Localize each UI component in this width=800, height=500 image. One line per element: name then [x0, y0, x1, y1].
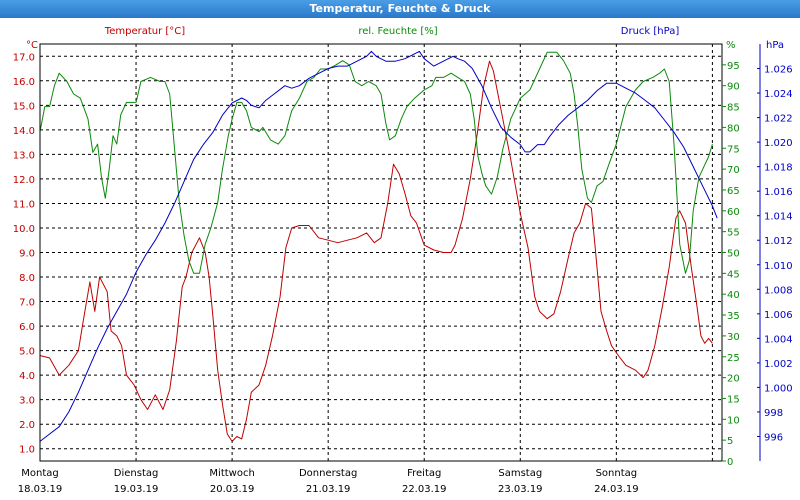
humidity-tick-label: 10 — [727, 415, 740, 426]
temperature-tick-label: 10.0 — [13, 224, 35, 235]
pressure-unit: hPa — [766, 40, 784, 51]
humidity-tick-label: 95 — [727, 61, 740, 72]
temperature-tick-label: 16.0 — [13, 77, 35, 88]
temperature-tick-label: 13.0 — [13, 150, 35, 161]
humidity-tick-label: 80 — [727, 123, 740, 134]
temperature-tick-label: 15.0 — [13, 101, 35, 112]
temperature-line — [39, 60, 713, 442]
temperature-tick-label: 6.0 — [19, 322, 35, 333]
temperature-tick-label: 11.0 — [13, 199, 35, 210]
x-tick-date-label: 18.03.19 — [18, 484, 63, 495]
humidity-tick-label: 0 — [727, 457, 733, 468]
humidity-tick-label: 90 — [727, 82, 740, 93]
humidity-tick-label: 45 — [727, 269, 740, 280]
x-tick-date-label: 19.03.19 — [114, 484, 159, 495]
pressure-tick-label: 1.016 — [764, 187, 793, 198]
pressure-tick-label: 1.014 — [764, 212, 793, 223]
x-tick-day-label: Donnerstag — [299, 468, 357, 479]
pressure-tick-label: 1.008 — [764, 285, 793, 296]
pressure-tick-label: 1.022 — [764, 114, 793, 125]
humidity-tick-label: 5 — [727, 436, 733, 447]
temperature-tick-label: 12.0 — [13, 175, 35, 186]
humidity-tick-label: 25 — [727, 353, 740, 364]
grid — [40, 44, 722, 461]
x-tick-day-label: Montag — [21, 468, 58, 479]
humidity-tick-label: 60 — [727, 207, 740, 218]
pressure-tick-label: 1.010 — [764, 261, 793, 272]
pressure-axis-label: Druck [hPa] — [621, 26, 680, 37]
x-tick-date-label: 20.03.19 — [210, 484, 255, 495]
humidity-tick-label: 85 — [727, 103, 740, 114]
temperature-axis-label: Temperatur [°C] — [104, 26, 185, 37]
temperature-unit: °C — [26, 40, 38, 51]
x-tick-date-label: 24.03.19 — [594, 484, 639, 495]
pressure-tick-label: 1.026 — [764, 65, 793, 76]
temperature-tick-label: 7.0 — [19, 298, 35, 309]
humidity-line — [39, 51, 713, 274]
temperature-tick-label: 9.0 — [19, 249, 35, 260]
humidity-tick-label: 40 — [727, 290, 740, 301]
humidity-tick-label: 70 — [727, 165, 740, 176]
humidity-tick-label: 35 — [727, 311, 740, 322]
x-tick-day-label: Sonntag — [596, 468, 638, 479]
pressure-tick-label: 1.004 — [764, 334, 793, 345]
humidity-tick-label: 15 — [727, 394, 740, 405]
humidity-axis-label: rel. Feuchte [%] — [358, 26, 437, 37]
x-tick-day-label: Dienstag — [114, 468, 159, 479]
temperature-tick-label: 2.0 — [19, 420, 35, 431]
humidity-unit: % — [726, 40, 736, 51]
pressure-tick-label: 998 — [764, 408, 783, 419]
chart-canvas: Temperatur [°C] rel. Feuchte [%] Druck [… — [13, 26, 793, 495]
axes: Temperatur [°C] rel. Feuchte [%] Druck [… — [13, 26, 793, 495]
pressure-tick-label: 996 — [764, 432, 783, 443]
x-tick-day-label: Samstag — [498, 468, 542, 479]
humidity-tick-label: 30 — [727, 332, 740, 343]
pressure-tick-label: 1.012 — [764, 236, 793, 247]
temperature-tick-label: 8.0 — [19, 273, 35, 284]
humidity-tick-label: 55 — [727, 228, 740, 239]
x-tick-day-label: Mittwoch — [209, 468, 254, 479]
pressure-tick-label: 1.024 — [764, 89, 793, 100]
x-tick-date-label: 22.03.19 — [402, 484, 447, 495]
temperature-tick-label: 5.0 — [19, 347, 35, 358]
pressure-tick-label: 1.000 — [764, 383, 793, 394]
x-tick-day-label: Freitag — [407, 468, 441, 479]
temperature-tick-label: 17.0 — [13, 52, 35, 63]
x-tick-date-label: 21.03.19 — [306, 484, 351, 495]
humidity-tick-label: 50 — [727, 249, 740, 260]
pressure-tick-label: 1.020 — [764, 138, 793, 149]
humidity-tick-label: 75 — [727, 144, 740, 155]
pressure-tick-label: 1.006 — [764, 310, 793, 321]
humidity-tick-label: 20 — [727, 374, 740, 385]
pressure-tick-label: 1.002 — [764, 359, 793, 370]
series-group — [39, 50, 718, 442]
pressure-line — [39, 50, 718, 442]
pressure-tick-label: 1.018 — [764, 163, 793, 174]
humidity-tick-label: 65 — [727, 186, 740, 197]
x-tick-date-label: 23.03.19 — [498, 484, 543, 495]
temperature-tick-label: 3.0 — [19, 396, 35, 407]
temperature-tick-label: 1.0 — [19, 445, 35, 456]
window-title: Temperatur, Feuchte & Druck — [0, 0, 800, 18]
temperature-tick-label: 14.0 — [13, 126, 35, 137]
temperature-tick-label: 4.0 — [19, 371, 35, 382]
